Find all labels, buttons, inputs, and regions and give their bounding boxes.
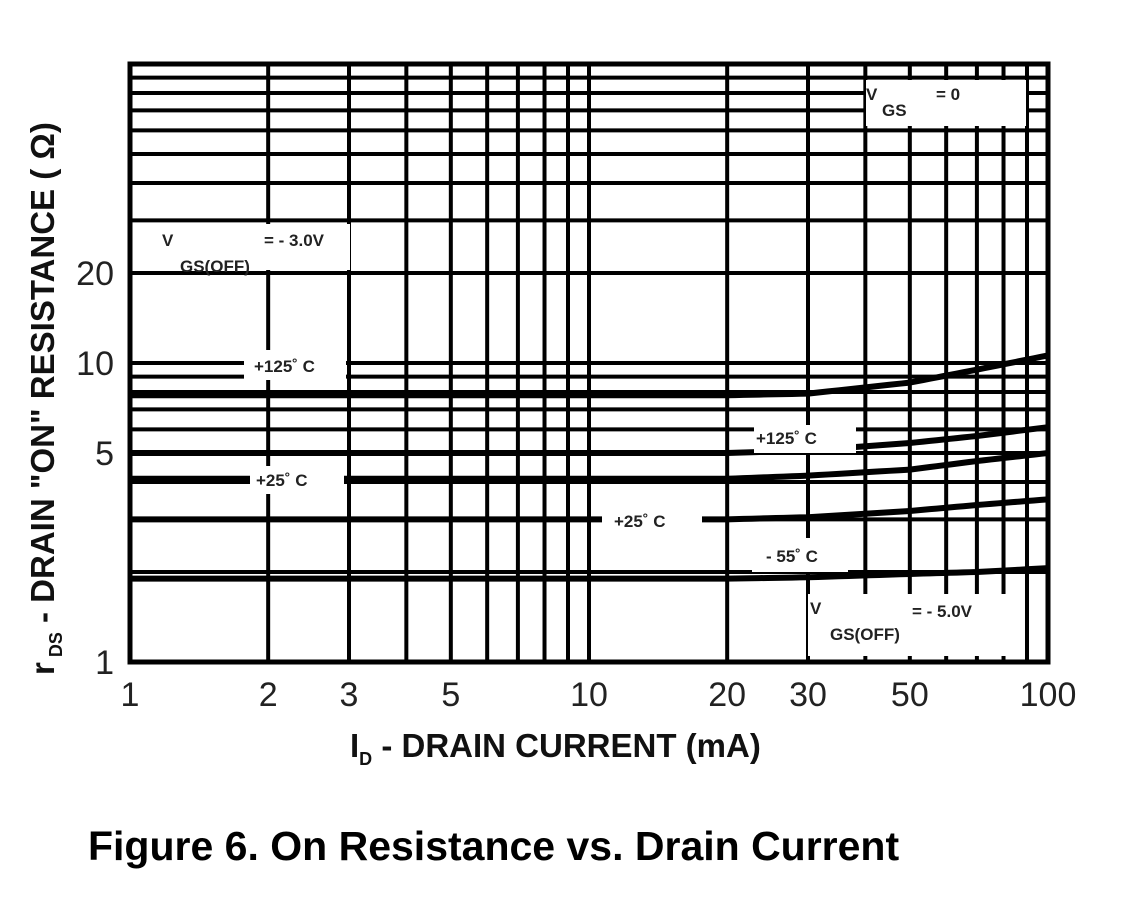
annotation-sub: GS(OFF) <box>830 625 900 644</box>
annotation-sub: GS(OFF) <box>180 257 250 276</box>
plot-frame <box>127 61 1051 665</box>
x-tick-label: 5 <box>441 676 460 714</box>
annotation-sub: GS <box>882 101 907 120</box>
annotation-vgs-zero: V GS = 0 <box>866 80 1026 126</box>
x-tick-label: 3 <box>340 676 359 714</box>
x-tick-label: 1 <box>121 676 140 714</box>
label-text: +125˚ C <box>756 429 817 448</box>
annotation-eq: = 0 <box>936 85 960 104</box>
annotation-vgs-off-5v: V GS(OFF) = - 5.0V <box>808 594 1008 656</box>
series-line-0 <box>130 352 1049 399</box>
annotation-v: V <box>866 85 878 104</box>
y-axis-label: r DS - DRAIN "ON" RESISTANCE ( Ω) <box>24 122 66 675</box>
y-tick-label: 1 <box>95 644 114 682</box>
figure-caption: Figure 6. On Resistance vs. Drain Curren… <box>88 823 899 869</box>
label-125c-3v: +125˚ C <box>244 350 346 380</box>
x-tick-labels: 1 2 3 5 10 20 30 50 100 <box>121 676 1077 714</box>
series-line-2 <box>130 450 1049 482</box>
label-25c-5v: +25˚ C <box>602 505 702 535</box>
y-tick-label: 5 <box>95 435 114 473</box>
annotation-eq: = - 3.0V <box>264 231 325 250</box>
label-text: +25˚ C <box>256 471 308 490</box>
label-125c-5v: +125˚ C <box>754 425 856 453</box>
x-tick-label: 30 <box>789 676 827 714</box>
annotation-eq: = - 5.0V <box>912 602 973 621</box>
annotation-v: V <box>810 599 822 618</box>
annotation-vgs-off-3v: V GS(OFF) = - 3.0V <box>150 224 350 276</box>
series-line-4 <box>130 565 1049 582</box>
label-text: - 55˚ C <box>766 547 818 566</box>
x-tick-label: 2 <box>259 676 278 714</box>
label-minus55c: - 55˚ C <box>752 538 848 572</box>
series-line-3 <box>130 496 1049 523</box>
y-tick-labels: 1 5 10 20 <box>76 255 114 682</box>
label-25c-3v: +25˚ C <box>250 466 344 494</box>
annotation-v: V <box>162 231 174 250</box>
x-tick-label: 20 <box>708 676 746 714</box>
x-tick-label: 10 <box>570 676 608 714</box>
y-tick-label: 10 <box>76 345 114 383</box>
x-tick-label: 50 <box>891 676 929 714</box>
y-tick-label: 20 <box>76 255 114 293</box>
x-axis-label: ID - DRAIN CURRENT (mA) <box>350 727 761 769</box>
label-text: +125˚ C <box>254 357 315 376</box>
label-text: +25˚ C <box>614 512 666 531</box>
x-tick-label: 100 <box>1020 676 1077 714</box>
